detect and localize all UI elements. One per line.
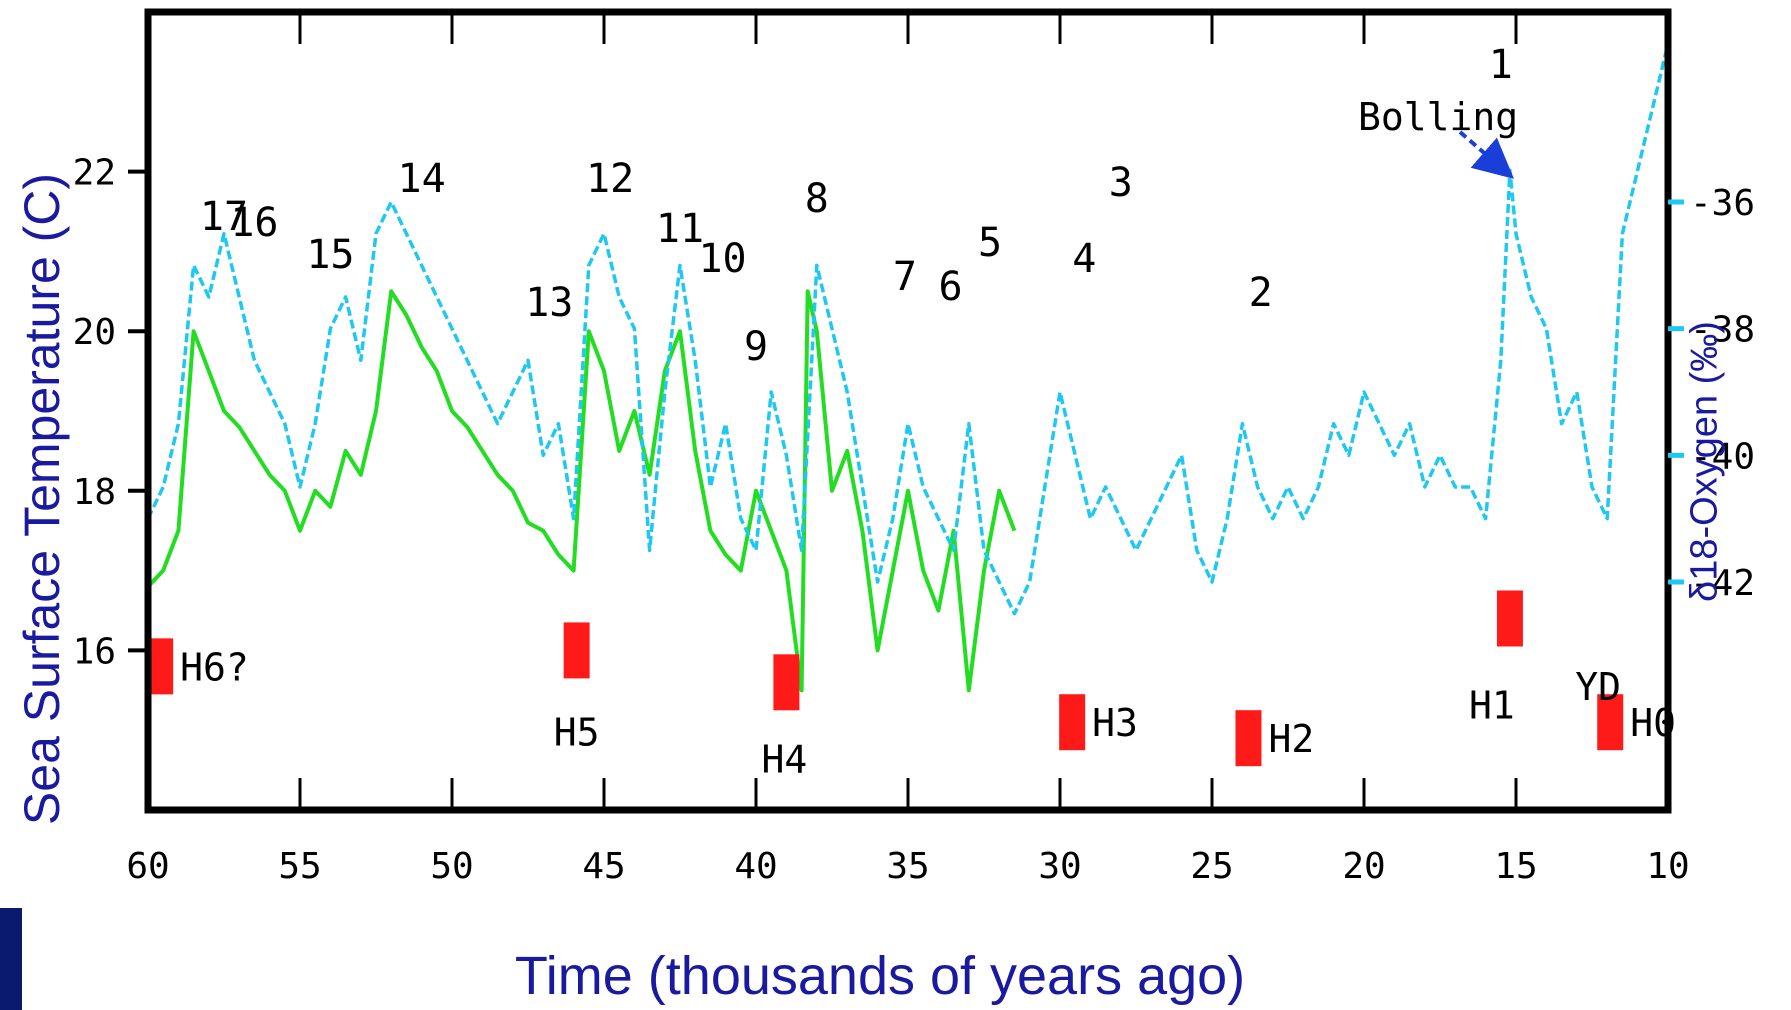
- x-axis-label: Time (thousands of years ago): [514, 946, 1246, 1006]
- heinrich-marker: [1597, 694, 1624, 751]
- yd-label: YD: [1575, 665, 1621, 709]
- event-number-label: 12: [586, 156, 634, 202]
- y2-tick-label: -38: [1690, 310, 1755, 351]
- event-number-label: 16: [230, 200, 278, 246]
- axes: 60 55 50 45 40 35 30 25 20 15 1016182022-42-40-38-…: [73, 12, 1755, 887]
- y-tick-label: 18: [73, 472, 116, 513]
- x-tick-label: 40: [734, 846, 777, 887]
- y2-tick-label: -36: [1690, 183, 1755, 224]
- heinrich-label: H2: [1268, 717, 1314, 761]
- x-tick-label: 45: [582, 846, 625, 887]
- event-number-label: 6: [939, 264, 963, 310]
- event-number-label: 15: [306, 232, 354, 278]
- event-number-label: 17: [200, 194, 248, 240]
- event-number-label: 3: [1109, 160, 1133, 206]
- event-number-label: 8: [805, 176, 829, 222]
- heinrich-label: H6?: [180, 645, 249, 689]
- heinrich-marker: [563, 622, 590, 679]
- x-tick-label: 50: [430, 846, 473, 887]
- bolling-label: Bolling: [1358, 95, 1518, 139]
- event-number-label: 11: [656, 206, 704, 252]
- y2-axis-label: δ18-Oxygen (‰): [1683, 321, 1726, 602]
- bolling-arrow: [1458, 130, 1514, 179]
- x-tick-label: 55: [278, 846, 321, 887]
- event-number-label: 13: [525, 280, 573, 326]
- x-tick-label: 25: [1190, 846, 1233, 887]
- heinrich-marker: [1235, 710, 1262, 767]
- y-tick-label: 22: [73, 153, 116, 194]
- x-tick-label: 15: [1494, 846, 1537, 887]
- event-number-label: 4: [1072, 236, 1096, 282]
- heinrich-label: H4: [762, 737, 808, 781]
- heinrich-label: H3: [1092, 701, 1138, 745]
- decorative-bar: [0, 908, 22, 1010]
- y2-tick-label: -40: [1690, 436, 1755, 477]
- x-tick-label: 10: [1646, 846, 1689, 887]
- heinrich-marker: [773, 654, 800, 711]
- oxygen-series-line: [146, 43, 1670, 616]
- event-number-label: 9: [744, 324, 768, 370]
- x-tick-label: 20: [1342, 846, 1385, 887]
- x-tick-label: 30: [1038, 846, 1081, 887]
- y-tick-label: 16: [73, 631, 116, 672]
- x-tick-label: 35: [886, 846, 929, 887]
- heinrich-label: H5: [554, 710, 600, 754]
- sst-series-line: [146, 289, 1017, 693]
- event-number-label: 1: [1489, 42, 1513, 88]
- event-number-label: 5: [978, 220, 1002, 266]
- data-series: [146, 43, 1670, 693]
- event-number-label: 10: [698, 236, 746, 282]
- event-number-label: 2: [1249, 270, 1273, 316]
- event-number-label: 14: [398, 156, 446, 202]
- y-axis-label: Sea Surface Temperature (C): [14, 172, 70, 826]
- x-tick-label: 60: [126, 846, 169, 887]
- y-tick-label: 20: [73, 312, 116, 353]
- y2-tick-label: -42: [1690, 563, 1755, 604]
- heinrich-marker: [1496, 590, 1523, 647]
- heinrich-label: H1: [1469, 683, 1515, 727]
- event-number-label: 7: [893, 254, 917, 300]
- heinrich-marker: [1059, 694, 1086, 751]
